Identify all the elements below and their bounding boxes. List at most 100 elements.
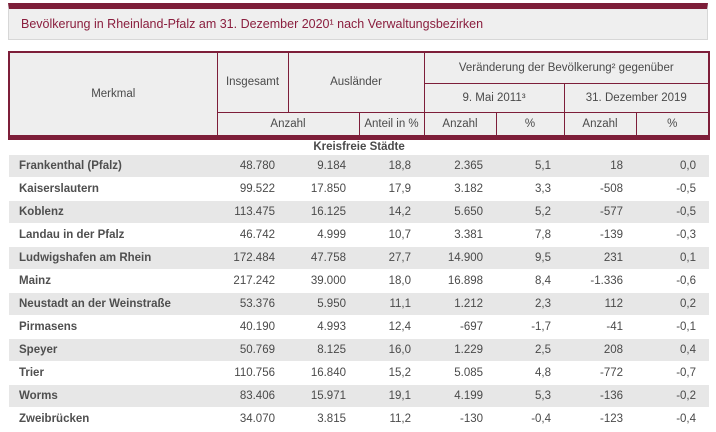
total-count: 53.376	[217, 292, 288, 316]
page-title: Bevölkerung in Rheinland-Pfalz am 31. De…	[21, 17, 484, 31]
table-header: Merkmal Insgesamt Ausländer Veränderung …	[8, 51, 710, 140]
district-name: Neustadt an der Weinstraße	[9, 292, 217, 316]
foreigners-share: 14,2	[359, 200, 425, 224]
foreigners-share: 15,2	[359, 361, 425, 385]
change-2011-count: 14.900	[424, 246, 497, 270]
change-2019-percent: -0,5	[636, 200, 710, 224]
change-2011-count: 1.212	[424, 292, 497, 316]
foreigners-share: 27,7	[359, 246, 425, 270]
foreigners-count: 16.125	[288, 200, 359, 224]
col-header-insgesamt: Insgesamt	[216, 51, 289, 113]
table-row: Trier 110.756 16.840 15,2 5.085 4,8 -772…	[9, 361, 710, 385]
change-2011-percent: 2,3	[496, 292, 565, 316]
change-2011-percent: 5,2	[496, 200, 565, 224]
change-2011-count: 1.229	[424, 338, 497, 362]
table-row: Pirmasens 40.190 4.993 12,4 -697 -1,7 -4…	[9, 315, 710, 339]
district-name: Zweibrücken	[9, 407, 217, 431]
foreigners-count: 3.815	[288, 407, 359, 431]
foreigners-share: 18,0	[359, 269, 425, 293]
total-count: 83.406	[217, 384, 288, 408]
change-2019-count: 208	[564, 338, 637, 362]
table-title-bar: Bevölkerung in Rheinland-Pfalz am 31. De…	[8, 3, 708, 40]
district-name: Koblenz	[9, 200, 217, 224]
foreigners-count: 4.999	[288, 223, 359, 247]
table-row: Frankenthal (Pfalz) 48.780 9.184 18,8 2.…	[9, 154, 710, 178]
change-2019-count: 112	[564, 292, 637, 316]
change-2019-percent: 0,4	[636, 338, 710, 362]
col-header-veraenderung: Veränderung der Bevölkerung² gegenüber	[423, 51, 710, 84]
district-name: Kaiserslautern	[9, 177, 217, 201]
change-2011-percent: 7,8	[496, 223, 565, 247]
change-2011-percent: 3,3	[496, 177, 565, 201]
change-2011-percent: -1,7	[496, 315, 565, 339]
change-2011-count: -697	[424, 315, 497, 339]
foreigners-share: 16,0	[359, 338, 425, 362]
total-count: 217.242	[217, 269, 288, 293]
change-2019-count: -123	[564, 407, 637, 431]
change-2019-count: -41	[564, 315, 637, 339]
total-count: 48.780	[217, 154, 288, 178]
total-count: 40.190	[217, 315, 288, 339]
foreigners-share: 11,2	[359, 407, 425, 431]
district-name: Landau in der Pfalz	[9, 223, 217, 247]
change-2011-percent: -0,4	[496, 407, 565, 431]
foreigners-count: 17.850	[288, 177, 359, 201]
foreigners-count: 5.950	[288, 292, 359, 316]
table-row: Neustadt an der Weinstraße 53.376 5.950 …	[9, 292, 710, 316]
section-row: Kreisfreie Städte	[9, 137, 710, 155]
total-count: 172.484	[217, 246, 288, 270]
foreigners-share: 11,1	[359, 292, 425, 316]
change-2011-percent: 8,4	[496, 269, 565, 293]
district-name: Pirmasens	[9, 315, 217, 339]
change-2019-count: 231	[564, 246, 637, 270]
change-2019-percent: -0,6	[636, 269, 710, 293]
foreigners-share: 12,4	[359, 315, 425, 339]
change-2019-count: 18	[564, 154, 637, 178]
change-2011-percent: 9,5	[496, 246, 565, 270]
subcol-header-anteil: Anteil in %	[358, 111, 425, 140]
table-row: Ludwigshafen am Rhein 172.484 47.758 27,…	[9, 246, 710, 270]
change-2011-percent: 2,5	[496, 338, 565, 362]
change-2019-percent: -0,5	[636, 177, 710, 201]
change-2019-count: -136	[564, 384, 637, 408]
district-name: Speyer	[9, 338, 217, 362]
change-2019-percent: -0,2	[636, 384, 710, 408]
change-2019-count: -772	[564, 361, 637, 385]
change-2019-percent: -0,3	[636, 223, 710, 247]
change-2011-count: 3.182	[424, 177, 497, 201]
col-header-auslaender: Ausländer	[287, 51, 425, 113]
foreigners-count: 39.000	[288, 269, 359, 293]
change-2011-count: 5.085	[424, 361, 497, 385]
foreigners-share: 18,8	[359, 154, 425, 178]
table-row: Worms 83.406 15.971 19,1 4.199 5,3 -136 …	[9, 384, 710, 408]
change-2019-count: -508	[564, 177, 637, 201]
foreigners-share: 17,9	[359, 177, 425, 201]
total-count: 46.742	[217, 223, 288, 247]
change-2011-percent: 4,8	[496, 361, 565, 385]
col-header-date-2019: 31. Dezember 2019	[563, 82, 710, 113]
total-count: 113.475	[217, 200, 288, 224]
change-2019-percent: -0,7	[636, 361, 710, 385]
change-2019-count: -577	[564, 200, 637, 224]
change-2011-count: -130	[424, 407, 497, 431]
change-2011-count: 4.199	[424, 384, 497, 408]
col-header-merkmal: Merkmal	[8, 51, 218, 140]
change-2011-percent: 5,3	[496, 384, 565, 408]
table-row: Landau in der Pfalz 46.742 4.999 10,7 3.…	[9, 223, 710, 247]
change-2019-percent: -0,4	[636, 407, 710, 431]
total-count: 34.070	[217, 407, 288, 431]
foreigners-count: 47.758	[288, 246, 359, 270]
table-row: Speyer 50.769 8.125 16,0 1.229 2,5 208 0…	[9, 338, 710, 362]
subcol-header-percent-2019: %	[635, 111, 710, 140]
district-name: Frankenthal (Pfalz)	[9, 154, 217, 178]
change-2011-count: 16.898	[424, 269, 497, 293]
district-name: Mainz	[9, 269, 217, 293]
foreigners-count: 16.840	[288, 361, 359, 385]
foreigners-share: 19,1	[359, 384, 425, 408]
change-2019-count: -1.336	[564, 269, 637, 293]
change-2011-count: 3.381	[424, 223, 497, 247]
change-2011-count: 5.650	[424, 200, 497, 224]
table-row: Zweibrücken 34.070 3.815 11,2 -130 -0,4 …	[9, 407, 710, 431]
change-2019-percent: -0,1	[636, 315, 710, 339]
table-row: Koblenz 113.475 16.125 14,2 5.650 5,2 -5…	[9, 200, 710, 224]
